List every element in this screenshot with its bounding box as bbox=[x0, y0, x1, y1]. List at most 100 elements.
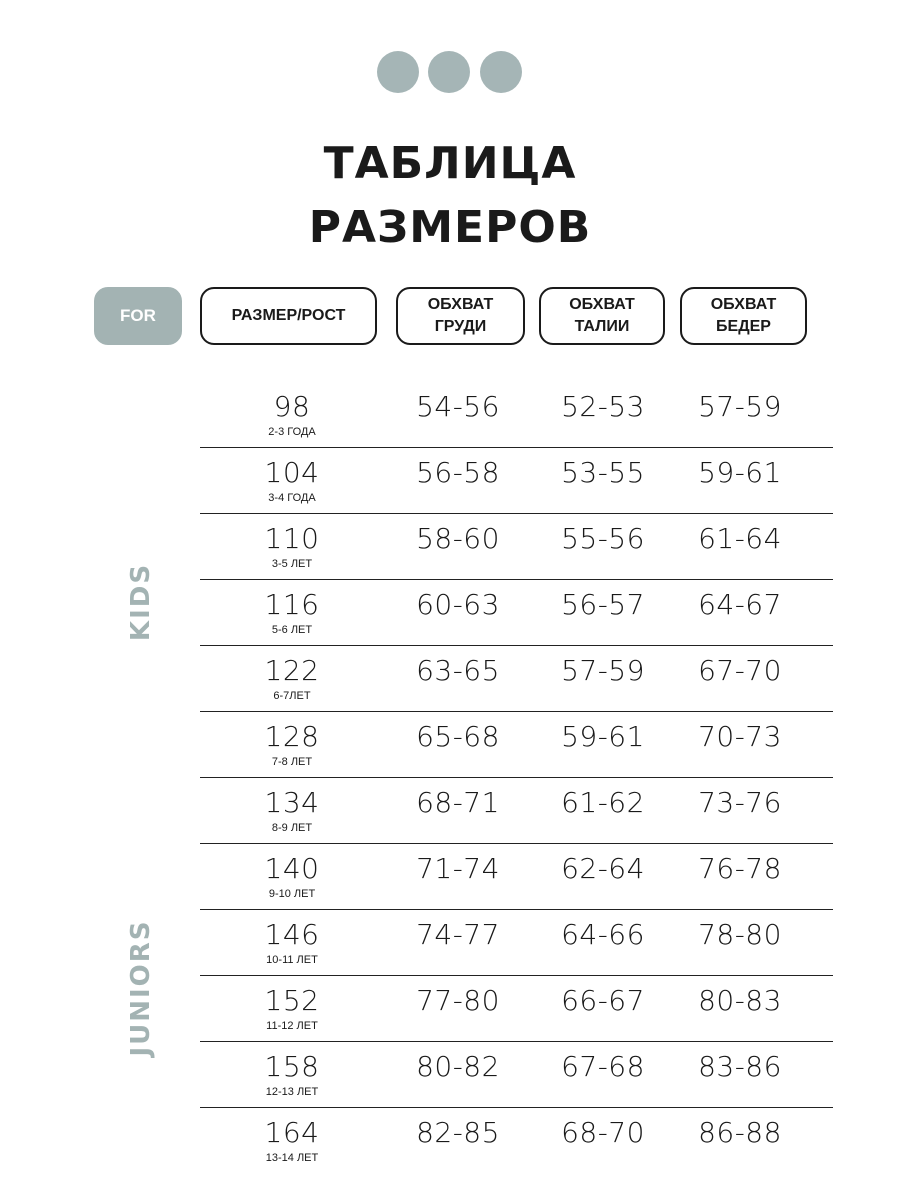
cell-waist: 53-55 bbox=[561, 456, 645, 489]
row-divider bbox=[200, 710, 833, 712]
cell-waist: 57-59 bbox=[561, 654, 645, 687]
header-for: FOR bbox=[94, 287, 182, 345]
cell-waist: 59-61 bbox=[561, 720, 645, 753]
header-size-label: РАЗМЕР/РОСТ bbox=[231, 307, 346, 324]
cell-waist: 62-64 bbox=[561, 852, 645, 885]
cell-age: 8-9 ЛЕТ bbox=[271, 822, 313, 834]
header-size: РАЗМЕР/РОСТ bbox=[200, 287, 377, 345]
table-row: 104 3-4 ГОДА 56-58 53-55 59-61 bbox=[200, 448, 833, 514]
cell-size: 98 bbox=[273, 390, 311, 423]
cell-waist: 52-53 bbox=[561, 390, 645, 423]
cell-size: 110 bbox=[264, 522, 320, 555]
cell-size: 152 bbox=[264, 984, 320, 1017]
cell-hips: 70-73 bbox=[698, 720, 782, 753]
header-chest: ОБХВАТ ГРУДИ bbox=[396, 287, 525, 345]
row-divider bbox=[200, 512, 833, 514]
cell-chest: 77-80 bbox=[416, 984, 500, 1017]
table-row: 164 13-14 ЛЕТ 82-85 68-70 86-88 bbox=[200, 1108, 833, 1174]
cell-size: 116 bbox=[264, 588, 320, 621]
cell-age: 10-11 ЛЕТ bbox=[266, 954, 318, 966]
page-title-line2: РАЗМЕРОВ bbox=[308, 202, 592, 253]
cell-age: 12-13 ЛЕТ bbox=[265, 1086, 319, 1098]
table-row: 98 2-3 ГОДА 54-56 52-53 57-59 bbox=[200, 382, 833, 448]
cell-age: 11-12 ЛЕТ bbox=[266, 1020, 318, 1032]
cell-chest: 54-56 bbox=[416, 390, 500, 423]
table-row: 146 10-11 ЛЕТ 74-77 64-66 78-80 bbox=[200, 910, 833, 976]
header-for-label: FOR bbox=[120, 306, 156, 325]
header-chest-line2: ГРУДИ bbox=[434, 318, 487, 335]
dot bbox=[428, 51, 470, 93]
group-label-juniors: JUNIORS bbox=[126, 919, 156, 1057]
cell-age: 3-4 ГОДА bbox=[268, 492, 316, 504]
cell-size: 140 bbox=[264, 852, 320, 885]
row-divider bbox=[200, 1106, 833, 1108]
group-label-kids: KIDS bbox=[126, 562, 156, 642]
header-chest-line1: ОБХВАТ bbox=[427, 296, 494, 313]
row-divider bbox=[200, 446, 833, 448]
cell-size: 122 bbox=[264, 654, 320, 687]
page-title-line1: ТАБЛИЦА bbox=[323, 138, 577, 189]
cell-age: 2-3 ГОДА bbox=[268, 426, 316, 438]
table-row: 128 7-8 ЛЕТ 65-68 59-61 70-73 bbox=[200, 712, 833, 778]
table-row: 122 6-7ЛЕТ 63-65 57-59 67-70 bbox=[200, 646, 833, 712]
table-row: 116 5-6 ЛЕТ 60-63 56-57 64-67 bbox=[200, 580, 833, 646]
header-hips-line1: ОБХВАТ bbox=[710, 296, 777, 313]
cell-size: 104 bbox=[264, 456, 320, 489]
cell-hips: 80-83 bbox=[698, 984, 782, 1017]
row-divider bbox=[200, 842, 833, 844]
cell-waist: 55-56 bbox=[561, 522, 645, 555]
row-divider bbox=[200, 776, 833, 778]
cell-size: 128 bbox=[264, 720, 320, 753]
cell-hips: 83-86 bbox=[698, 1050, 782, 1083]
cell-age: 13-14 ЛЕТ bbox=[265, 1152, 319, 1164]
cell-waist: 64-66 bbox=[561, 918, 645, 951]
header-hips: ОБХВАТ БЕДЕР bbox=[680, 287, 807, 345]
cell-size: 164 bbox=[264, 1116, 320, 1149]
cell-waist: 66-67 bbox=[561, 984, 645, 1017]
cell-hips: 59-61 bbox=[698, 456, 782, 489]
header-waist-line1: ОБХВАТ bbox=[569, 296, 635, 313]
cell-hips: 76-78 bbox=[698, 852, 782, 885]
cell-size: 158 bbox=[264, 1050, 320, 1083]
cell-hips: 86-88 bbox=[698, 1116, 782, 1149]
dot bbox=[377, 51, 419, 93]
cell-chest: 63-65 bbox=[416, 654, 500, 687]
cell-hips: 78-80 bbox=[698, 918, 782, 951]
header-waist: ОБХВАТ ТАЛИИ bbox=[539, 287, 665, 345]
cell-age: 9-10 ЛЕТ bbox=[268, 888, 316, 900]
cell-chest: 80-82 bbox=[416, 1050, 500, 1083]
cell-size: 134 bbox=[264, 786, 320, 819]
cell-chest: 65-68 bbox=[416, 720, 500, 753]
cell-hips: 67-70 bbox=[698, 654, 782, 687]
cell-age: 3-5 ЛЕТ bbox=[271, 558, 313, 570]
cell-chest: 58-60 bbox=[416, 522, 500, 555]
cell-hips: 57-59 bbox=[698, 390, 782, 423]
row-divider bbox=[200, 974, 833, 976]
dot bbox=[480, 51, 522, 93]
cell-waist: 56-57 bbox=[561, 588, 645, 621]
cell-chest: 60-63 bbox=[416, 588, 500, 621]
cell-waist: 61-62 bbox=[561, 786, 645, 819]
row-divider bbox=[200, 644, 833, 646]
cell-chest: 71-74 bbox=[416, 852, 500, 885]
cell-waist: 67-68 bbox=[561, 1050, 645, 1083]
table-row: 110 3-5 ЛЕТ 58-60 55-56 61-64 bbox=[200, 514, 833, 580]
cell-age: 7-8 ЛЕТ bbox=[271, 756, 313, 768]
table-row: 152 11-12 ЛЕТ 77-80 66-67 80-83 bbox=[200, 976, 833, 1042]
table-row: 134 8-9 ЛЕТ 68-71 61-62 73-76 bbox=[200, 778, 833, 844]
row-divider bbox=[200, 908, 833, 910]
header-hips-line2: БЕДЕР bbox=[716, 318, 771, 335]
header-waist-line2: ТАЛИИ bbox=[574, 318, 630, 335]
cell-hips: 64-67 bbox=[698, 588, 782, 621]
table-row: 140 9-10 ЛЕТ 71-74 62-64 76-78 bbox=[200, 844, 833, 910]
cell-hips: 73-76 bbox=[698, 786, 782, 819]
cell-chest: 68-71 bbox=[416, 786, 500, 819]
cell-chest: 82-85 bbox=[416, 1116, 500, 1149]
row-divider bbox=[200, 578, 833, 580]
table-row: 158 12-13 ЛЕТ 80-82 67-68 83-86 bbox=[200, 1042, 833, 1108]
cell-chest: 74-77 bbox=[416, 918, 500, 951]
row-divider bbox=[200, 1040, 833, 1042]
cell-chest: 56-58 bbox=[416, 456, 500, 489]
cell-age: 6-7ЛЕТ bbox=[273, 690, 311, 702]
cell-waist: 68-70 bbox=[561, 1116, 645, 1149]
